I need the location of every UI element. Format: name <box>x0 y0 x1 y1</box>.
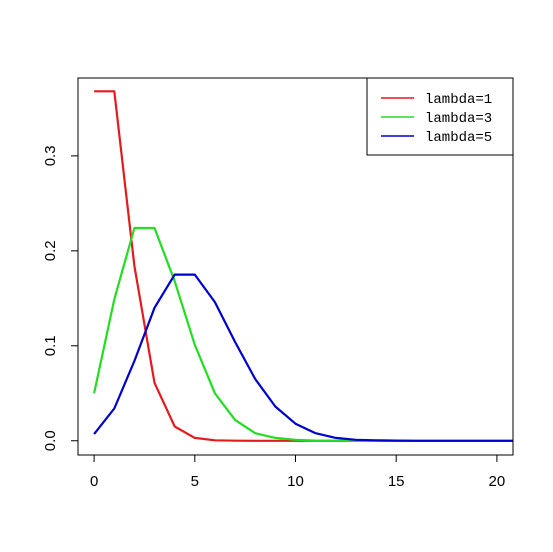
axes-layer: 0 5 10 15 20 0.0 0.1 0.2 0.3 <box>42 77 514 490</box>
y-tick-label: 0.1 <box>42 335 59 356</box>
legend-label-2: lambda=3 <box>425 111 492 127</box>
x-tick-label: 5 <box>191 473 199 490</box>
y-tick-label: 0.2 <box>42 240 59 261</box>
series-line-2 <box>93 226 513 442</box>
y-tick-label: 0.3 <box>42 145 59 166</box>
x-tick-label: 10 <box>287 473 304 490</box>
x-tick-label: 20 <box>489 473 506 490</box>
x-tick-label: 15 <box>388 473 405 490</box>
y-tick-label: 0.0 <box>42 430 59 451</box>
x-tick-label: 0 <box>90 473 98 490</box>
series-layer <box>93 90 513 442</box>
legend-label-1: lambda=1 <box>425 92 492 108</box>
legend: lambda=1 lambda=3 lambda=5 <box>366 77 514 156</box>
legend-label-3: lambda=5 <box>425 130 492 146</box>
series-line-3 <box>93 273 513 442</box>
